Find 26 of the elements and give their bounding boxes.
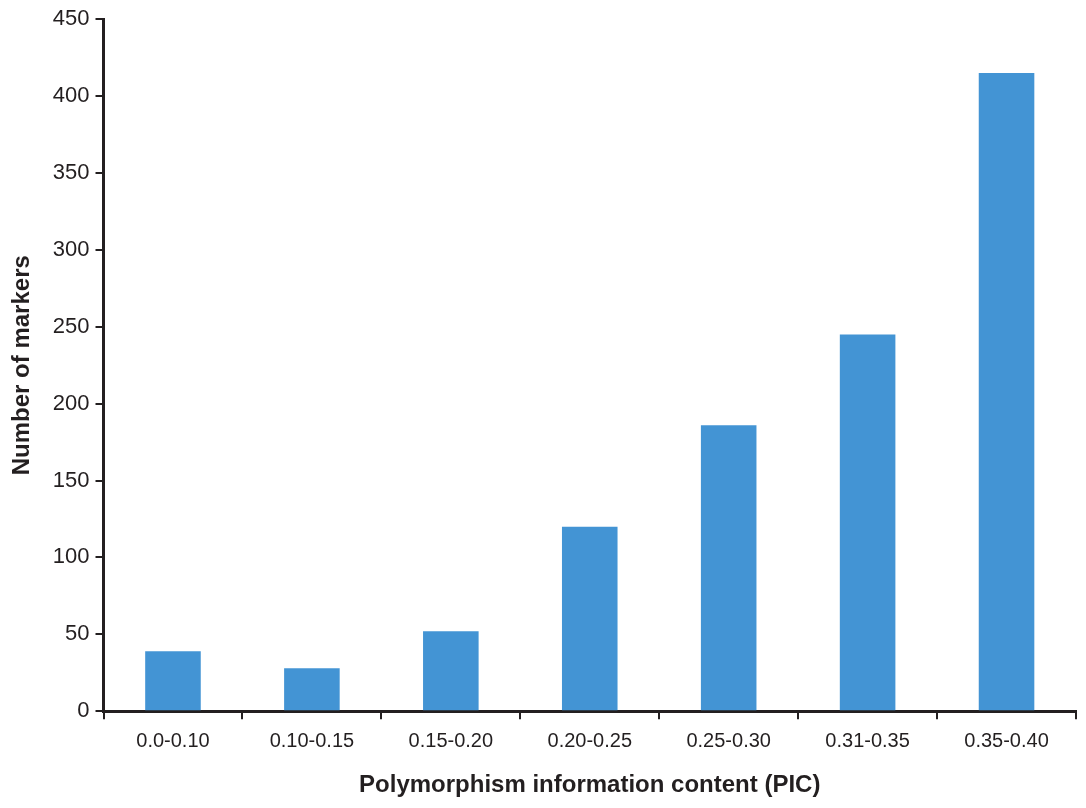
y-tick-label: 50 [65,620,90,646]
x-tick-label: 0.25-0.30 [686,728,771,751]
y-tick-label: 250 [52,312,90,338]
bar [700,425,757,711]
x-tick-label: 0.20-0.25 [547,728,633,751]
x-tick-label: 0.0-0.10 [136,728,210,751]
x-tick-label: 0.15-0.20 [408,728,494,751]
y-tick-label: 100 [52,543,90,569]
x-tick-label: 0.35-0.40 [964,728,1049,751]
y-tick-label: 350 [52,159,90,185]
bar [145,651,201,711]
bar [839,334,896,711]
y-tick-label: 400 [52,82,90,108]
bar [423,631,479,711]
x-tick-label: 0.10-0.15 [269,728,355,751]
x-axis-title: Polymorphism information content (PIC) [359,770,821,798]
y-axis-title: Number of markers [7,255,35,476]
y-tick-label: 200 [52,389,90,415]
bar [561,526,618,711]
bar [978,73,1035,711]
x-tick-label: 0.31-0.35 [825,728,910,751]
y-tick-label: 450 [52,5,90,31]
y-tick-label: 150 [52,466,90,492]
bar [284,668,340,711]
y-tick-label: 300 [52,235,90,261]
y-tick-label: 0 [77,697,90,723]
